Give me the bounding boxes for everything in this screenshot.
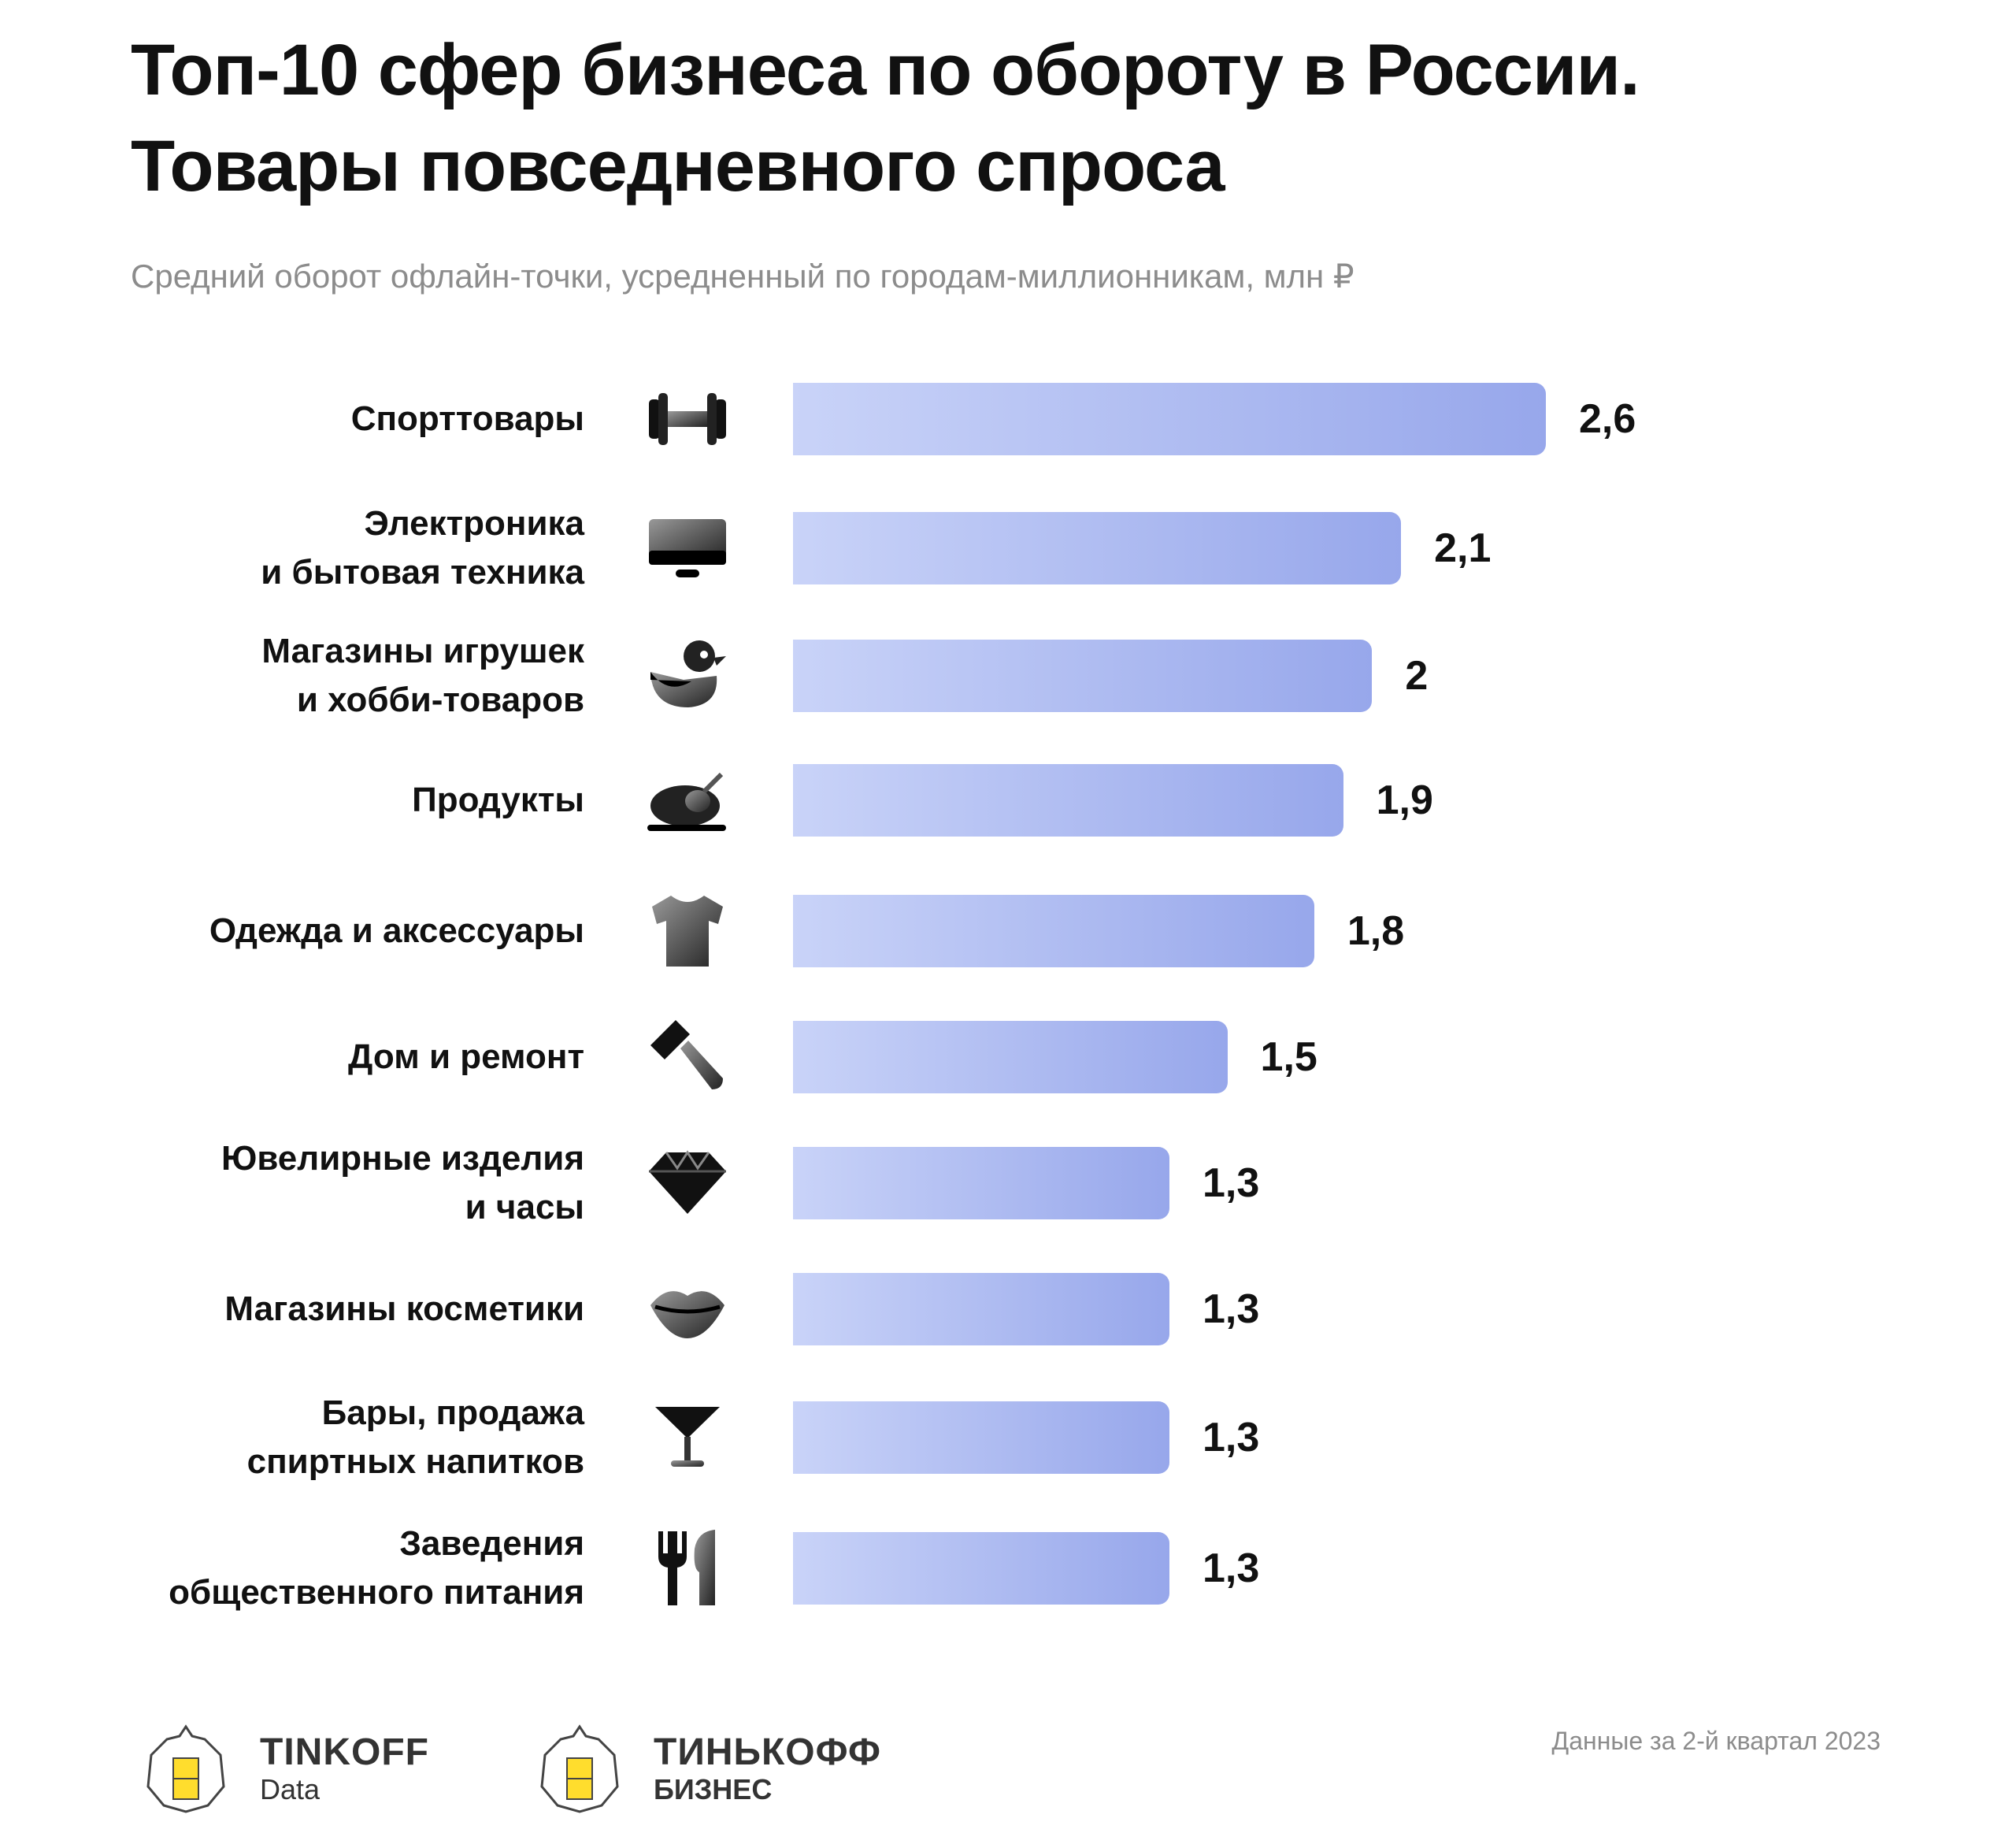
- category-label: Спорттовары: [350, 399, 584, 438]
- value-label: 2: [1405, 653, 1429, 699]
- bar-row: Одежда и аксессуары 1,8: [0, 884, 2016, 978]
- logo-subtitle: БИЗНЕС: [654, 1773, 773, 1805]
- category-label: Магазины игрушек и хобби-товаров: [261, 632, 584, 719]
- value-label: 1,3: [1203, 1545, 1260, 1591]
- bar: [793, 1401, 1169, 1474]
- lips-icon: [650, 1291, 724, 1338]
- bar: [793, 640, 1373, 712]
- bar: [793, 1147, 1169, 1219]
- category-label: Одежда и аксессуары: [209, 911, 584, 950]
- bar-row: Продукты 1,9: [0, 753, 2016, 848]
- logo-wordmark: ТИНЬКОФФ: [654, 1731, 881, 1773]
- value-label: 2,1: [1434, 525, 1492, 571]
- title-line-2: Товары повседневного спроса: [131, 126, 1225, 206]
- bar-row: Спорттовары 2,6: [0, 372, 2016, 466]
- chart-title: Топ-10 сфер бизнеса по обороту в России.…: [131, 22, 1640, 214]
- bar-row: Бары, продажа спиртных напитков 1,3: [0, 1390, 2016, 1485]
- bar-row: Дом и ремонт 1,5: [0, 1010, 2016, 1104]
- value-label: 1,8: [1347, 908, 1405, 954]
- rubber-duck-icon: [650, 640, 726, 707]
- bar-row: Ювелирные изделия и часы 1,3: [0, 1136, 2016, 1230]
- monitor-icon: [649, 519, 726, 577]
- bar: [793, 1021, 1228, 1093]
- bar: [793, 512, 1402, 584]
- tinkoff-business-logo: ТИНЬКОФФ БИЗНЕС: [529, 1724, 881, 1815]
- bar-row: Электроника и бытовая техника 2,1: [0, 501, 2016, 596]
- t-shirt-icon: [652, 896, 723, 967]
- category-label: Продукты: [412, 781, 584, 819]
- cocktail-glass-icon: [655, 1407, 720, 1467]
- tinkoff-emblem-icon: [146, 1724, 225, 1813]
- value-label: 1,9: [1376, 777, 1433, 823]
- value-label: 2,6: [1579, 396, 1636, 442]
- bar: [793, 764, 1343, 837]
- bar-row: Заведения общественного питания 1,3: [0, 1521, 2016, 1616]
- category-label: Ювелирные изделия и часы: [220, 1139, 584, 1226]
- bar: [793, 1273, 1169, 1345]
- dumbbell-icon: [649, 393, 726, 445]
- logo-wordmark: TINKOFF: [260, 1731, 429, 1773]
- category-label: Электроника и бытовая техника: [261, 504, 584, 592]
- data-period-note: Данные за 2-й квартал 2023: [1551, 1727, 1881, 1755]
- value-label: 1,3: [1203, 1286, 1260, 1332]
- bar: [793, 895, 1314, 967]
- tinkoff-data-logo: TINKOFF Data: [135, 1724, 429, 1815]
- value-label: 1,3: [1203, 1160, 1260, 1206]
- bar-row: Магазины косметики 1,3: [0, 1262, 2016, 1356]
- category-label: Заведения общественного питания: [169, 1524, 584, 1612]
- category-label: Магазины косметики: [224, 1289, 584, 1328]
- value-label: 1,5: [1260, 1034, 1317, 1080]
- bar: [793, 383, 1546, 455]
- title-line-1: Топ-10 сфер бизнеса по обороту в России.: [131, 30, 1640, 110]
- value-label: 1,3: [1203, 1415, 1260, 1460]
- chart-subtitle: Средний оборот офлайн-точки, усредненный…: [131, 258, 1354, 295]
- roast-chicken-icon: [647, 772, 726, 831]
- fork-knife-icon: [658, 1530, 715, 1605]
- diamond-icon: [649, 1150, 726, 1214]
- logo-subtitle: Data: [260, 1773, 321, 1805]
- category-label: Дом и ремонт: [348, 1037, 584, 1076]
- category-label: Бары, продажа спиртных напитков: [246, 1393, 584, 1481]
- hammer-icon: [650, 1020, 723, 1089]
- bar: [793, 1532, 1169, 1605]
- bar-row: Магазины игрушек и хобби-товаров 2: [0, 629, 2016, 723]
- tinkoff-emblem-icon: [540, 1724, 619, 1813]
